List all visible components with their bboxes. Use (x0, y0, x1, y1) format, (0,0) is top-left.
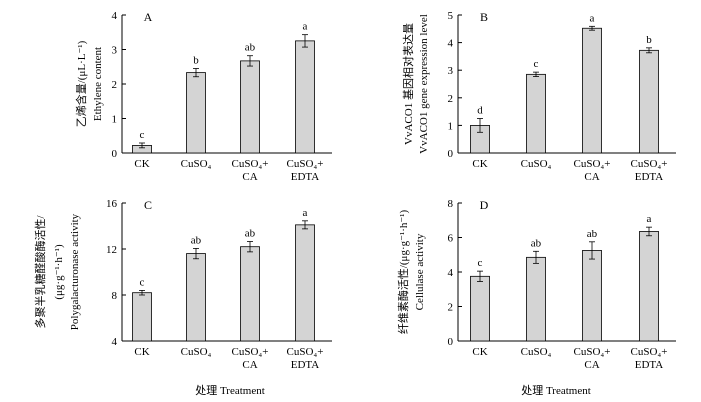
bar (470, 275, 490, 342)
category-label: CuSO₄+ (631, 346, 668, 358)
y-tick-label: 1 (448, 120, 454, 132)
significance-letter: a (647, 213, 652, 225)
bar (132, 292, 152, 342)
significance-letter: c (478, 257, 483, 269)
bar (639, 49, 659, 154)
y-axis-title-cn: 乙烯含量/(μL·L⁻¹) (74, 40, 88, 127)
bar (295, 224, 315, 342)
y-tick-label: 8 (448, 198, 454, 210)
bar (186, 253, 206, 342)
y-tick-label: 4 (448, 267, 454, 279)
chart-panel-a: 01234cCKbCuSO₄abCuSO₄+CAaCuSO₄+EDTAA乙烯含量… (74, 10, 332, 183)
y-axis-title-cn: 纤维素酶活性/(μg·g⁻¹·h⁻¹) (396, 210, 410, 335)
y-axis-title-en: Cellulase activity (414, 233, 426, 310)
significance-letter: b (646, 34, 652, 46)
y-tick-label: 0 (448, 148, 454, 160)
y-axis-title-en: VvACO1 gene expression level (418, 14, 430, 154)
category-label: CuSO₄+ (287, 346, 324, 358)
category-label: EDTA (291, 171, 320, 183)
y-tick-label: 4 (112, 336, 118, 348)
category-label: CuSO₄ (521, 346, 552, 358)
y-axis-title-unit: (μg·g⁻¹·h⁻¹) (53, 244, 65, 300)
category-label: CuSO₄ (181, 158, 212, 170)
category-label: CA (242, 171, 257, 183)
bar (582, 250, 602, 342)
significance-letter: c (140, 276, 145, 288)
bar (240, 60, 260, 154)
y-tick-label: 2 (112, 79, 118, 91)
significance-letter: a (590, 12, 595, 24)
category-label: CuSO₄+ (574, 346, 611, 358)
y-tick-label: 2 (448, 302, 454, 314)
category-label: CuSO₄+ (574, 158, 611, 170)
panel-letter: D (480, 198, 489, 212)
y-axis-title-en: Polygalacturonase activity (69, 213, 81, 330)
bar (526, 73, 546, 154)
significance-letter: d (477, 105, 483, 117)
category-label: CuSO₄+ (232, 346, 269, 358)
y-axis-title-en: Ethylene content (92, 47, 104, 121)
panel-letter: A (144, 10, 153, 24)
significance-letter: a (303, 207, 308, 219)
y-tick-label: 8 (112, 290, 118, 302)
category-label: CA (584, 359, 599, 371)
y-tick-label: 3 (448, 65, 454, 77)
significance-letter: c (534, 58, 539, 70)
category-label: CuSO₄ (521, 158, 552, 170)
category-label: EDTA (635, 171, 664, 183)
chart-panel-b: 012345dCKcCuSO₄aCuSO₄+CAbCuSO₄+EDTABVvAC… (401, 10, 676, 183)
significance-letter: ab (531, 237, 542, 249)
bar (582, 27, 602, 154)
y-tick-label: 5 (448, 10, 454, 22)
category-label: CuSO₄ (181, 346, 212, 358)
x-axis-title-right: 处理 Treatment (521, 384, 591, 397)
bar (186, 72, 206, 154)
panel-letter: C (144, 198, 152, 212)
y-tick-label: 0 (112, 148, 118, 160)
y-tick-label: 4 (448, 38, 454, 50)
y-tick-label: 16 (106, 198, 118, 210)
category-label: CK (472, 346, 487, 358)
y-axis-title-cn: 多聚半乳糖醛酸酶活性/ (33, 215, 47, 329)
significance-letter: ab (245, 42, 256, 54)
category-label: CuSO₄+ (232, 158, 269, 170)
y-tick-label: 2 (448, 93, 454, 105)
significance-letter: a (303, 21, 308, 33)
y-tick-label: 0 (448, 336, 454, 348)
y-tick-label: 6 (448, 233, 454, 245)
chart-panel-c: 481216cCKabCuSO₄abCuSO₄+CAaCuSO₄+EDTAC多聚… (33, 198, 332, 371)
bar (240, 246, 260, 342)
bar (526, 256, 546, 342)
panel-letter: B (480, 10, 488, 24)
category-label: CuSO₄+ (287, 158, 324, 170)
category-label: CA (242, 359, 257, 371)
significance-letter: ab (191, 234, 202, 246)
category-label: CA (584, 171, 599, 183)
y-axis-title-cn: VvACO1 基因相对表达量 (401, 23, 415, 145)
bar (639, 231, 659, 342)
y-tick-label: 12 (106, 244, 117, 256)
y-tick-label: 3 (112, 45, 118, 57)
category-label: CK (472, 158, 487, 170)
x-axis-title-left: 处理 Treatment (195, 384, 265, 397)
category-label: CK (134, 346, 149, 358)
y-tick-label: 4 (112, 10, 118, 22)
significance-letter: c (140, 129, 145, 141)
bar (295, 40, 315, 154)
chart-panel-d: 02468cCKabCuSO₄abCuSO₄+CAaCuSO₄+EDTAD纤维素… (396, 198, 676, 371)
y-tick-label: 1 (112, 114, 118, 126)
significance-letter: ab (245, 228, 256, 240)
category-label: EDTA (635, 359, 664, 371)
category-label: CuSO₄+ (631, 158, 668, 170)
category-label: EDTA (291, 359, 320, 371)
significance-letter: b (193, 54, 199, 66)
category-label: CK (134, 158, 149, 170)
significance-letter: ab (587, 228, 598, 240)
